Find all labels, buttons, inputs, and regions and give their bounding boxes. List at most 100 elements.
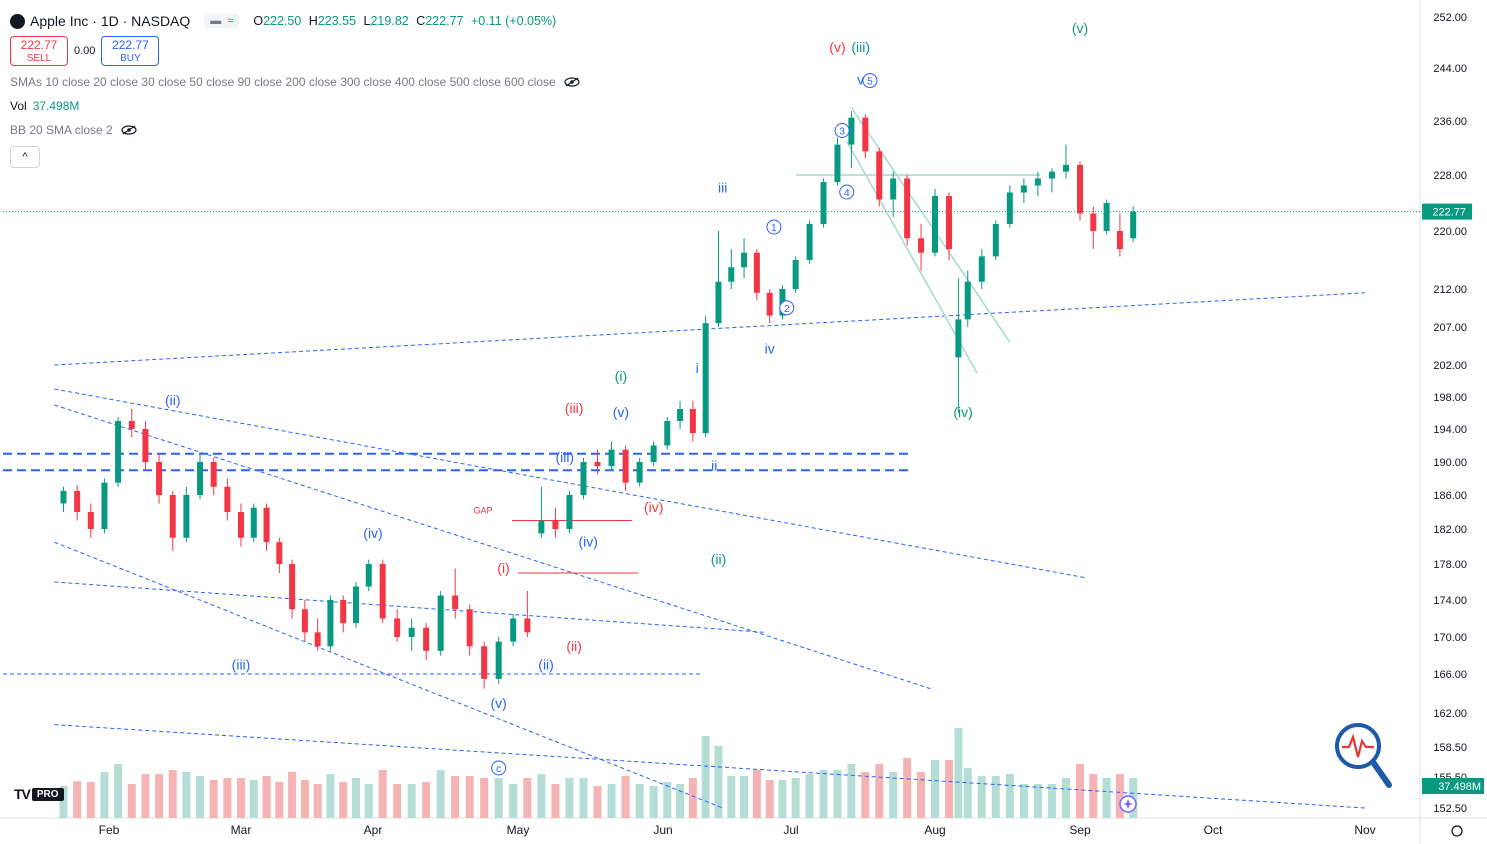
- wave-label: (ii): [165, 392, 181, 408]
- candle-body: [197, 462, 204, 495]
- candle-body: [394, 618, 401, 637]
- price-axis-tick-label: 198.00: [1433, 392, 1467, 404]
- legend-toggle-pill[interactable]: ▬ ≈: [204, 14, 240, 28]
- volume-bar: [378, 770, 387, 818]
- sell-button[interactable]: 222.77 SELL: [10, 36, 68, 66]
- bb-indicator-row[interactable]: BB 20 SMA close 2: [10, 118, 580, 142]
- candle-body: [250, 507, 257, 538]
- minus-icon[interactable]: ▬: [210, 15, 222, 27]
- price-axis-tick-label: 190.00: [1433, 457, 1467, 469]
- volume-label: Vol: [10, 99, 27, 113]
- candle-body: [728, 267, 735, 282]
- volume-bar: [436, 770, 445, 818]
- price-axis-tick-label: 202.00: [1433, 360, 1467, 372]
- volume-bar: [593, 786, 602, 818]
- price-axis-tick-label: 220.00: [1433, 226, 1467, 238]
- volume-indicator-row[interactable]: Vol 37.498M: [10, 94, 580, 118]
- volume-bar: [714, 746, 723, 818]
- candle-body: [862, 117, 869, 152]
- candle-body: [1020, 185, 1027, 193]
- volume-bar: [465, 776, 474, 818]
- chart-legend: Apple Inc · 1D · NASDAQ ▬ ≈ O222.50 H223…: [10, 10, 580, 168]
- candle-body: [183, 495, 190, 538]
- candle-body: [622, 449, 629, 483]
- volume-bar: [579, 778, 588, 818]
- volume-bar: [480, 778, 489, 818]
- candle-body: [1034, 178, 1041, 186]
- wave-label: i: [696, 360, 699, 376]
- volume-bar: [805, 774, 814, 818]
- trend-line: [54, 724, 1366, 809]
- wave-label: 1: [771, 223, 777, 234]
- volume-bar: [607, 784, 616, 818]
- spread-value: 0.00: [74, 45, 96, 57]
- candle-body: [594, 462, 601, 467]
- volume-bar: [155, 774, 164, 818]
- volume-bar: [1076, 764, 1084, 818]
- candle-body: [238, 512, 244, 538]
- wave-label: 2: [784, 304, 790, 315]
- buy-button[interactable]: 222.77 BUY: [101, 36, 160, 66]
- hidden-eye-icon[interactable]: [564, 77, 580, 87]
- candle-body: [702, 323, 709, 434]
- wave-label: (iii): [851, 39, 870, 55]
- candle-body: [876, 151, 883, 200]
- candle-body: [408, 627, 415, 637]
- magnifier-handle-icon: [1370, 759, 1392, 788]
- wave-icon[interactable]: ≈: [227, 15, 234, 27]
- volume-bar: [168, 770, 177, 818]
- candle-body: [169, 495, 176, 538]
- volume-bar: [351, 778, 360, 818]
- volume-bar: [1005, 774, 1014, 818]
- sparkle-icon: [1123, 799, 1133, 809]
- volume-bar: [819, 770, 828, 818]
- price-axis-tick-label: 166.00: [1433, 669, 1467, 681]
- trend-line: [850, 107, 1011, 343]
- chevron-up-icon: ^: [22, 151, 28, 163]
- volume-bar: [945, 760, 954, 818]
- volume-bar: [740, 776, 749, 818]
- volume-bar: [275, 782, 284, 818]
- volume-tag: [1422, 778, 1484, 794]
- volume-bar: [688, 778, 697, 818]
- wave-label: (iv): [953, 404, 972, 420]
- collapse-legend-button[interactable]: ^: [10, 146, 40, 168]
- candle-body: [74, 490, 81, 512]
- candle-body: [276, 542, 283, 564]
- candle-body: [289, 564, 296, 610]
- candle-body: [60, 490, 67, 504]
- time-axis-label: Nov: [1354, 823, 1375, 837]
- volume-bar: [86, 782, 95, 818]
- candle-body: [918, 238, 925, 253]
- candle-body: [423, 627, 430, 651]
- candle-body: [946, 196, 953, 250]
- candle-body: [327, 600, 334, 647]
- volume-bar: [59, 786, 68, 818]
- wave-label: (i): [497, 560, 509, 576]
- volume-bar: [1033, 784, 1042, 818]
- volume-bar: [209, 780, 218, 818]
- price-axis-tick-label: 207.00: [1433, 322, 1467, 334]
- time-axis-label: Sep: [1069, 823, 1091, 837]
- hidden-eye-icon[interactable]: [121, 125, 137, 135]
- gap-label: GAP: [473, 506, 492, 516]
- volume-bar: [141, 774, 150, 818]
- sma-indicator-row[interactable]: SMAs 10 close 20 close 30 close 50 close…: [10, 70, 580, 94]
- candle-body: [524, 618, 531, 633]
- wave-count-circle: [834, 123, 850, 138]
- tradingview-logo[interactable]: TV PRO: [14, 786, 64, 802]
- wave-label: (iii): [555, 449, 574, 465]
- volume-bar: [494, 778, 503, 818]
- candle-body: [964, 281, 971, 320]
- candle-body: [848, 117, 855, 145]
- volume-bar: [100, 772, 109, 818]
- settings-gear-icon[interactable]: [1451, 825, 1463, 837]
- volume-bar: [182, 772, 191, 818]
- candle-body: [677, 409, 684, 421]
- candle-body: [552, 520, 559, 529]
- symbol-title[interactable]: Apple Inc · 1D · NASDAQ: [30, 13, 191, 29]
- volume-bar: [1019, 784, 1028, 818]
- last-price-label: 222.77: [1432, 207, 1466, 219]
